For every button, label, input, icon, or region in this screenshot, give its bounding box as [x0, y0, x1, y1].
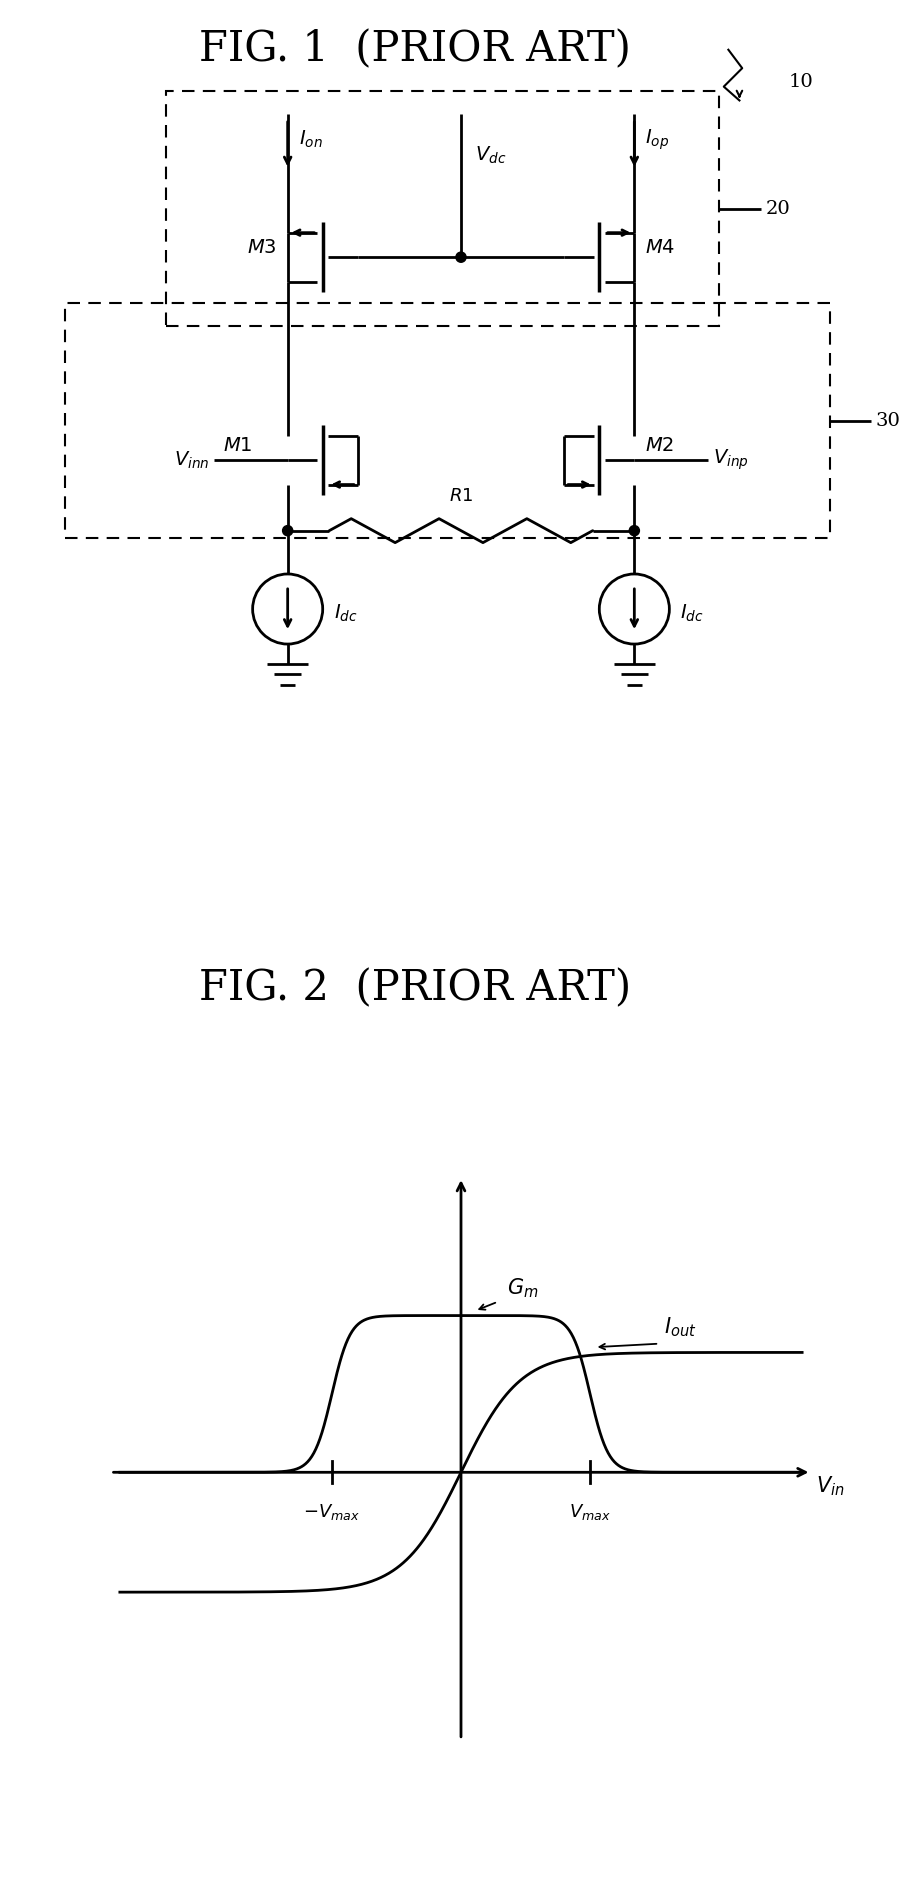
- Text: $M3$: $M3$: [247, 238, 277, 257]
- Text: $V_{inp}$: $V_{inp}$: [713, 449, 749, 473]
- Text: $G_m$: $G_m$: [507, 1276, 538, 1299]
- Bar: [65, 304, 830, 539]
- Text: $I_{out}$: $I_{out}$: [664, 1316, 696, 1338]
- Text: $V_{dc}$: $V_{dc}$: [475, 145, 506, 167]
- Circle shape: [455, 252, 467, 263]
- Text: $R1$: $R1$: [449, 486, 473, 505]
- Text: $I_{dc}$: $I_{dc}$: [334, 603, 358, 625]
- Text: $I_{op}$: $I_{op}$: [645, 128, 669, 152]
- Circle shape: [282, 526, 293, 535]
- Text: $-V_{max}$: $-V_{max}$: [303, 1502, 361, 1522]
- Text: 30: 30: [876, 411, 901, 430]
- Circle shape: [629, 526, 640, 535]
- Text: FIG. 1  (PRIOR ART): FIG. 1 (PRIOR ART): [199, 28, 631, 71]
- Text: $M1$: $M1$: [223, 437, 253, 456]
- Text: $V_{max}$: $V_{max}$: [569, 1502, 611, 1522]
- Text: $M2$: $M2$: [645, 437, 675, 456]
- Bar: [166, 92, 719, 327]
- Text: $I_{on}$: $I_{on}$: [299, 130, 323, 150]
- Text: 20: 20: [765, 199, 790, 218]
- Text: $M4$: $M4$: [645, 238, 676, 257]
- Text: 10: 10: [788, 73, 813, 90]
- Text: $V_{in}$: $V_{in}$: [816, 1473, 845, 1498]
- Text: FIG. 2  (PRIOR ART): FIG. 2 (PRIOR ART): [199, 967, 631, 1010]
- Text: $I_{dc}$: $I_{dc}$: [680, 603, 704, 625]
- Text: $V_{inn}$: $V_{inn}$: [173, 449, 209, 471]
